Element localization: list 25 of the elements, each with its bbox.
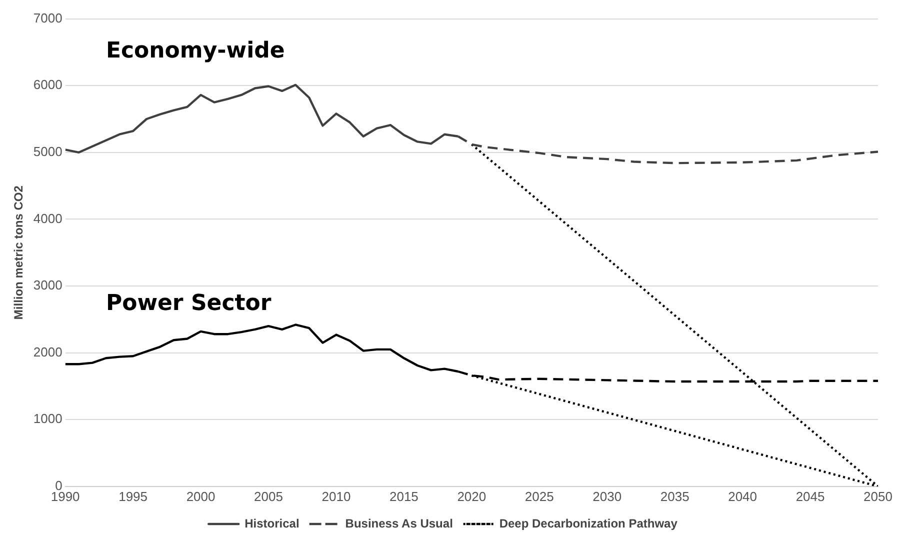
y-tick-label: 7000 [33,10,62,26]
y-tick-label: 3000 [33,278,62,293]
y-tick-label: 2000 [33,344,62,360]
y-axis-title: Million metric tons CO2 [12,185,26,320]
x-tick-label: 2035 [660,488,690,504]
y-tick-label: 5000 [33,144,62,159]
x-tick-label: 2050 [864,488,892,504]
x-tick-label: 2045 [796,488,825,504]
x-tick-label: 2025 [524,488,554,504]
legend-label: Deep Decarbonization Pathway [499,516,678,530]
legend-label: Historical [244,516,300,530]
x-tick-label: 2000 [186,488,216,504]
y-tick-label: 1000 [33,411,62,426]
x-tick-label: 2040 [728,488,758,504]
x-tick-label: 2015 [389,488,418,504]
annotation: Economy-wide [106,38,285,64]
y-tick-label: 6000 [33,77,62,92]
y-tick-label: 4000 [33,210,62,226]
x-tick-label: 2010 [322,488,351,504]
x-tick-label: 2020 [457,488,486,504]
x-tick-label: 1995 [118,488,148,504]
annotation: Power Sector [106,290,272,316]
x-tick-label: 2005 [254,488,283,504]
x-tick-label: 2030 [592,488,622,504]
legend-label: Business As Usual [345,516,453,530]
